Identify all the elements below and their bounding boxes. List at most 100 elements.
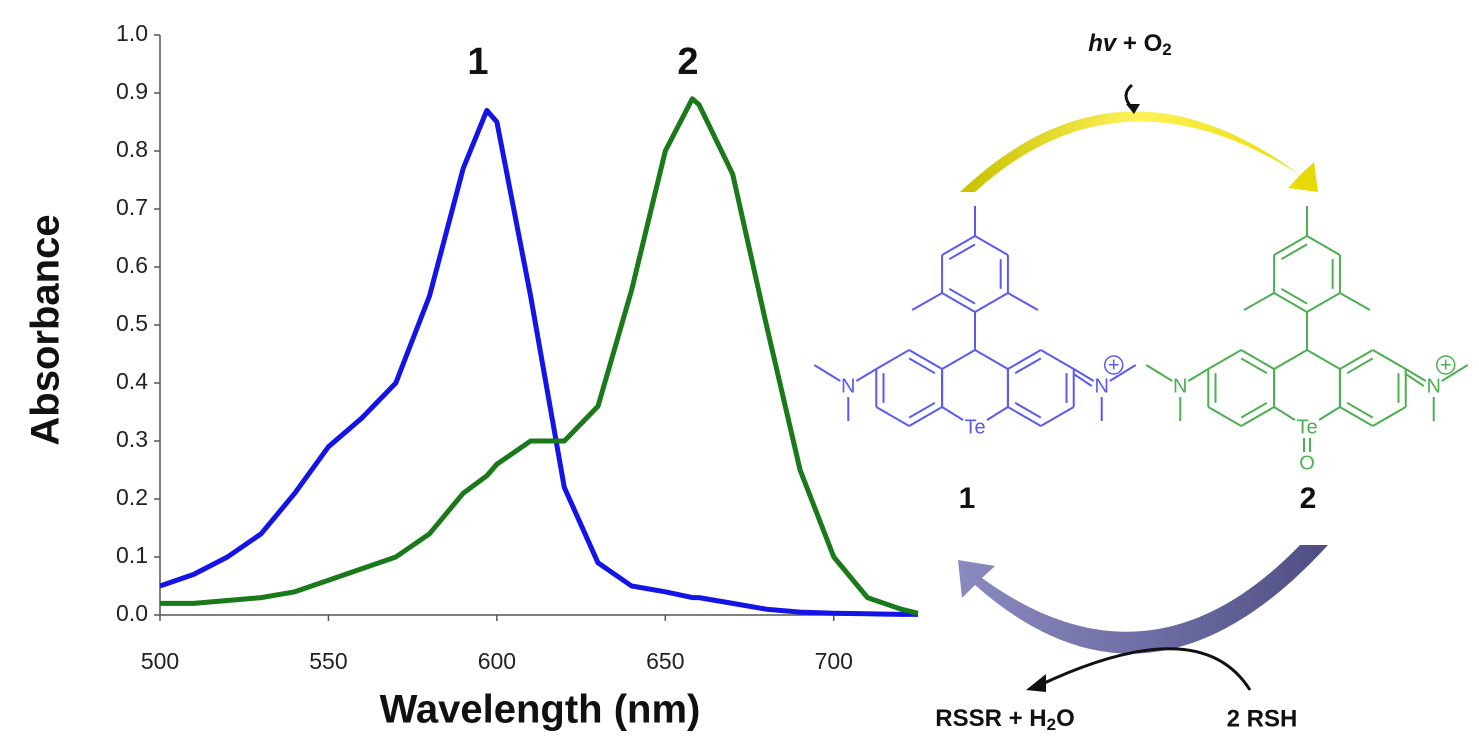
bond: [875, 406, 910, 427]
bond: [908, 349, 943, 370]
bond: [1007, 292, 1039, 311]
bond: [1240, 357, 1268, 375]
arrow-head: [1126, 104, 1140, 114]
bond: [1441, 364, 1469, 382]
bond: [1318, 406, 1341, 421]
y-tick-label: 0.3: [116, 426, 148, 452]
x-tick-label: 550: [309, 648, 347, 674]
bond: [1040, 349, 1075, 370]
bond: [1007, 406, 1042, 427]
bond: [908, 357, 936, 375]
bond: [911, 292, 943, 311]
bond: [1306, 292, 1341, 313]
compound-label: 1: [959, 482, 976, 515]
bond: [1073, 373, 1093, 387]
charge: +: [1108, 354, 1120, 376]
bond: [1306, 235, 1341, 256]
subscript: 2: [1047, 715, 1056, 734]
bond: [1240, 401, 1268, 419]
bond: [1273, 292, 1308, 313]
bond: [941, 235, 976, 256]
bond: [1273, 406, 1296, 421]
y-tick-label: 0.9: [116, 78, 148, 104]
y-tick-label: 0.5: [116, 310, 148, 336]
bond: [1040, 406, 1075, 427]
x-tick-label: 700: [815, 648, 853, 674]
charge-ring: [1435, 355, 1456, 375]
nitrogen: N: [841, 375, 855, 397]
y-tick-label: 0.2: [116, 484, 148, 510]
bond: [1014, 357, 1042, 375]
arrow-head: [1026, 674, 1046, 692]
thiol: 2 RSH: [1227, 705, 1298, 732]
reagent-oxygen: + O: [1116, 30, 1162, 57]
bond: [1280, 287, 1308, 305]
reagent-light: hv: [1088, 30, 1118, 57]
y-tick-label: 0.1: [116, 542, 148, 568]
charge-ring: [1103, 355, 1124, 375]
bond: [1207, 406, 1242, 427]
bond: [1405, 373, 1425, 387]
bond: [1145, 364, 1173, 382]
reagent-top: hv + O2: [1088, 30, 1172, 59]
x-axis-title: Wavelength (nm): [380, 688, 701, 732]
bond: [1240, 349, 1275, 370]
y-tick-label: 0.6: [116, 252, 148, 278]
y-tick-label: 0.8: [116, 136, 148, 162]
tellurium: Te: [1296, 416, 1317, 438]
y-tick-label: 0.4: [116, 368, 148, 394]
bond: [1346, 401, 1374, 419]
product: RSSR + H2O: [935, 705, 1075, 734]
bond: [1273, 349, 1308, 370]
thiol-arrow: [1039, 647, 1252, 691]
y-tick-label: 0.0: [116, 600, 148, 626]
oxidation-arrow: [960, 111, 1318, 192]
bond: [908, 401, 936, 419]
bond: [875, 349, 910, 370]
bond: [1240, 406, 1275, 427]
y-tick-label: 0.7: [116, 194, 148, 220]
bond: [1007, 349, 1042, 370]
bond: [1339, 349, 1374, 370]
bond: [986, 406, 1009, 421]
bond: [1339, 406, 1374, 427]
y-axis-title: Absorbance: [24, 214, 68, 445]
bond: [855, 368, 877, 382]
bond: [1339, 292, 1371, 311]
compound-label: 2: [1300, 482, 1317, 515]
nitrogen: N: [1095, 375, 1109, 397]
bond: [948, 287, 976, 305]
bond: [1109, 364, 1137, 382]
peak-annotation: 1: [467, 41, 488, 83]
bond: [1280, 243, 1308, 261]
bond: [813, 364, 841, 382]
data-line: [160, 96, 919, 616]
subscript: 2: [1162, 40, 1171, 59]
bond: [1372, 349, 1407, 370]
nitrogen: N: [1173, 375, 1187, 397]
bond: [974, 349, 1009, 370]
bond: [1372, 406, 1407, 427]
data-line: [159, 107, 918, 617]
bond: [948, 243, 976, 261]
oxygen: O: [1299, 452, 1315, 474]
bond: [974, 235, 1009, 256]
x-tick-label: 650: [646, 648, 684, 674]
bond: [1346, 357, 1374, 375]
bond: [1306, 349, 1341, 370]
bond: [1187, 368, 1209, 382]
bond: [1207, 349, 1242, 370]
bond: [1273, 235, 1308, 256]
bond: [941, 292, 976, 313]
bond: [974, 292, 1009, 313]
tellurium: Te: [964, 416, 985, 438]
bond: [1243, 292, 1275, 311]
bond: [1073, 368, 1095, 382]
reduction-arrow: [958, 545, 1328, 654]
bond: [941, 406, 964, 421]
bond: [1405, 368, 1427, 382]
peak-annotation: 2: [677, 41, 698, 83]
bond: [1014, 401, 1042, 419]
